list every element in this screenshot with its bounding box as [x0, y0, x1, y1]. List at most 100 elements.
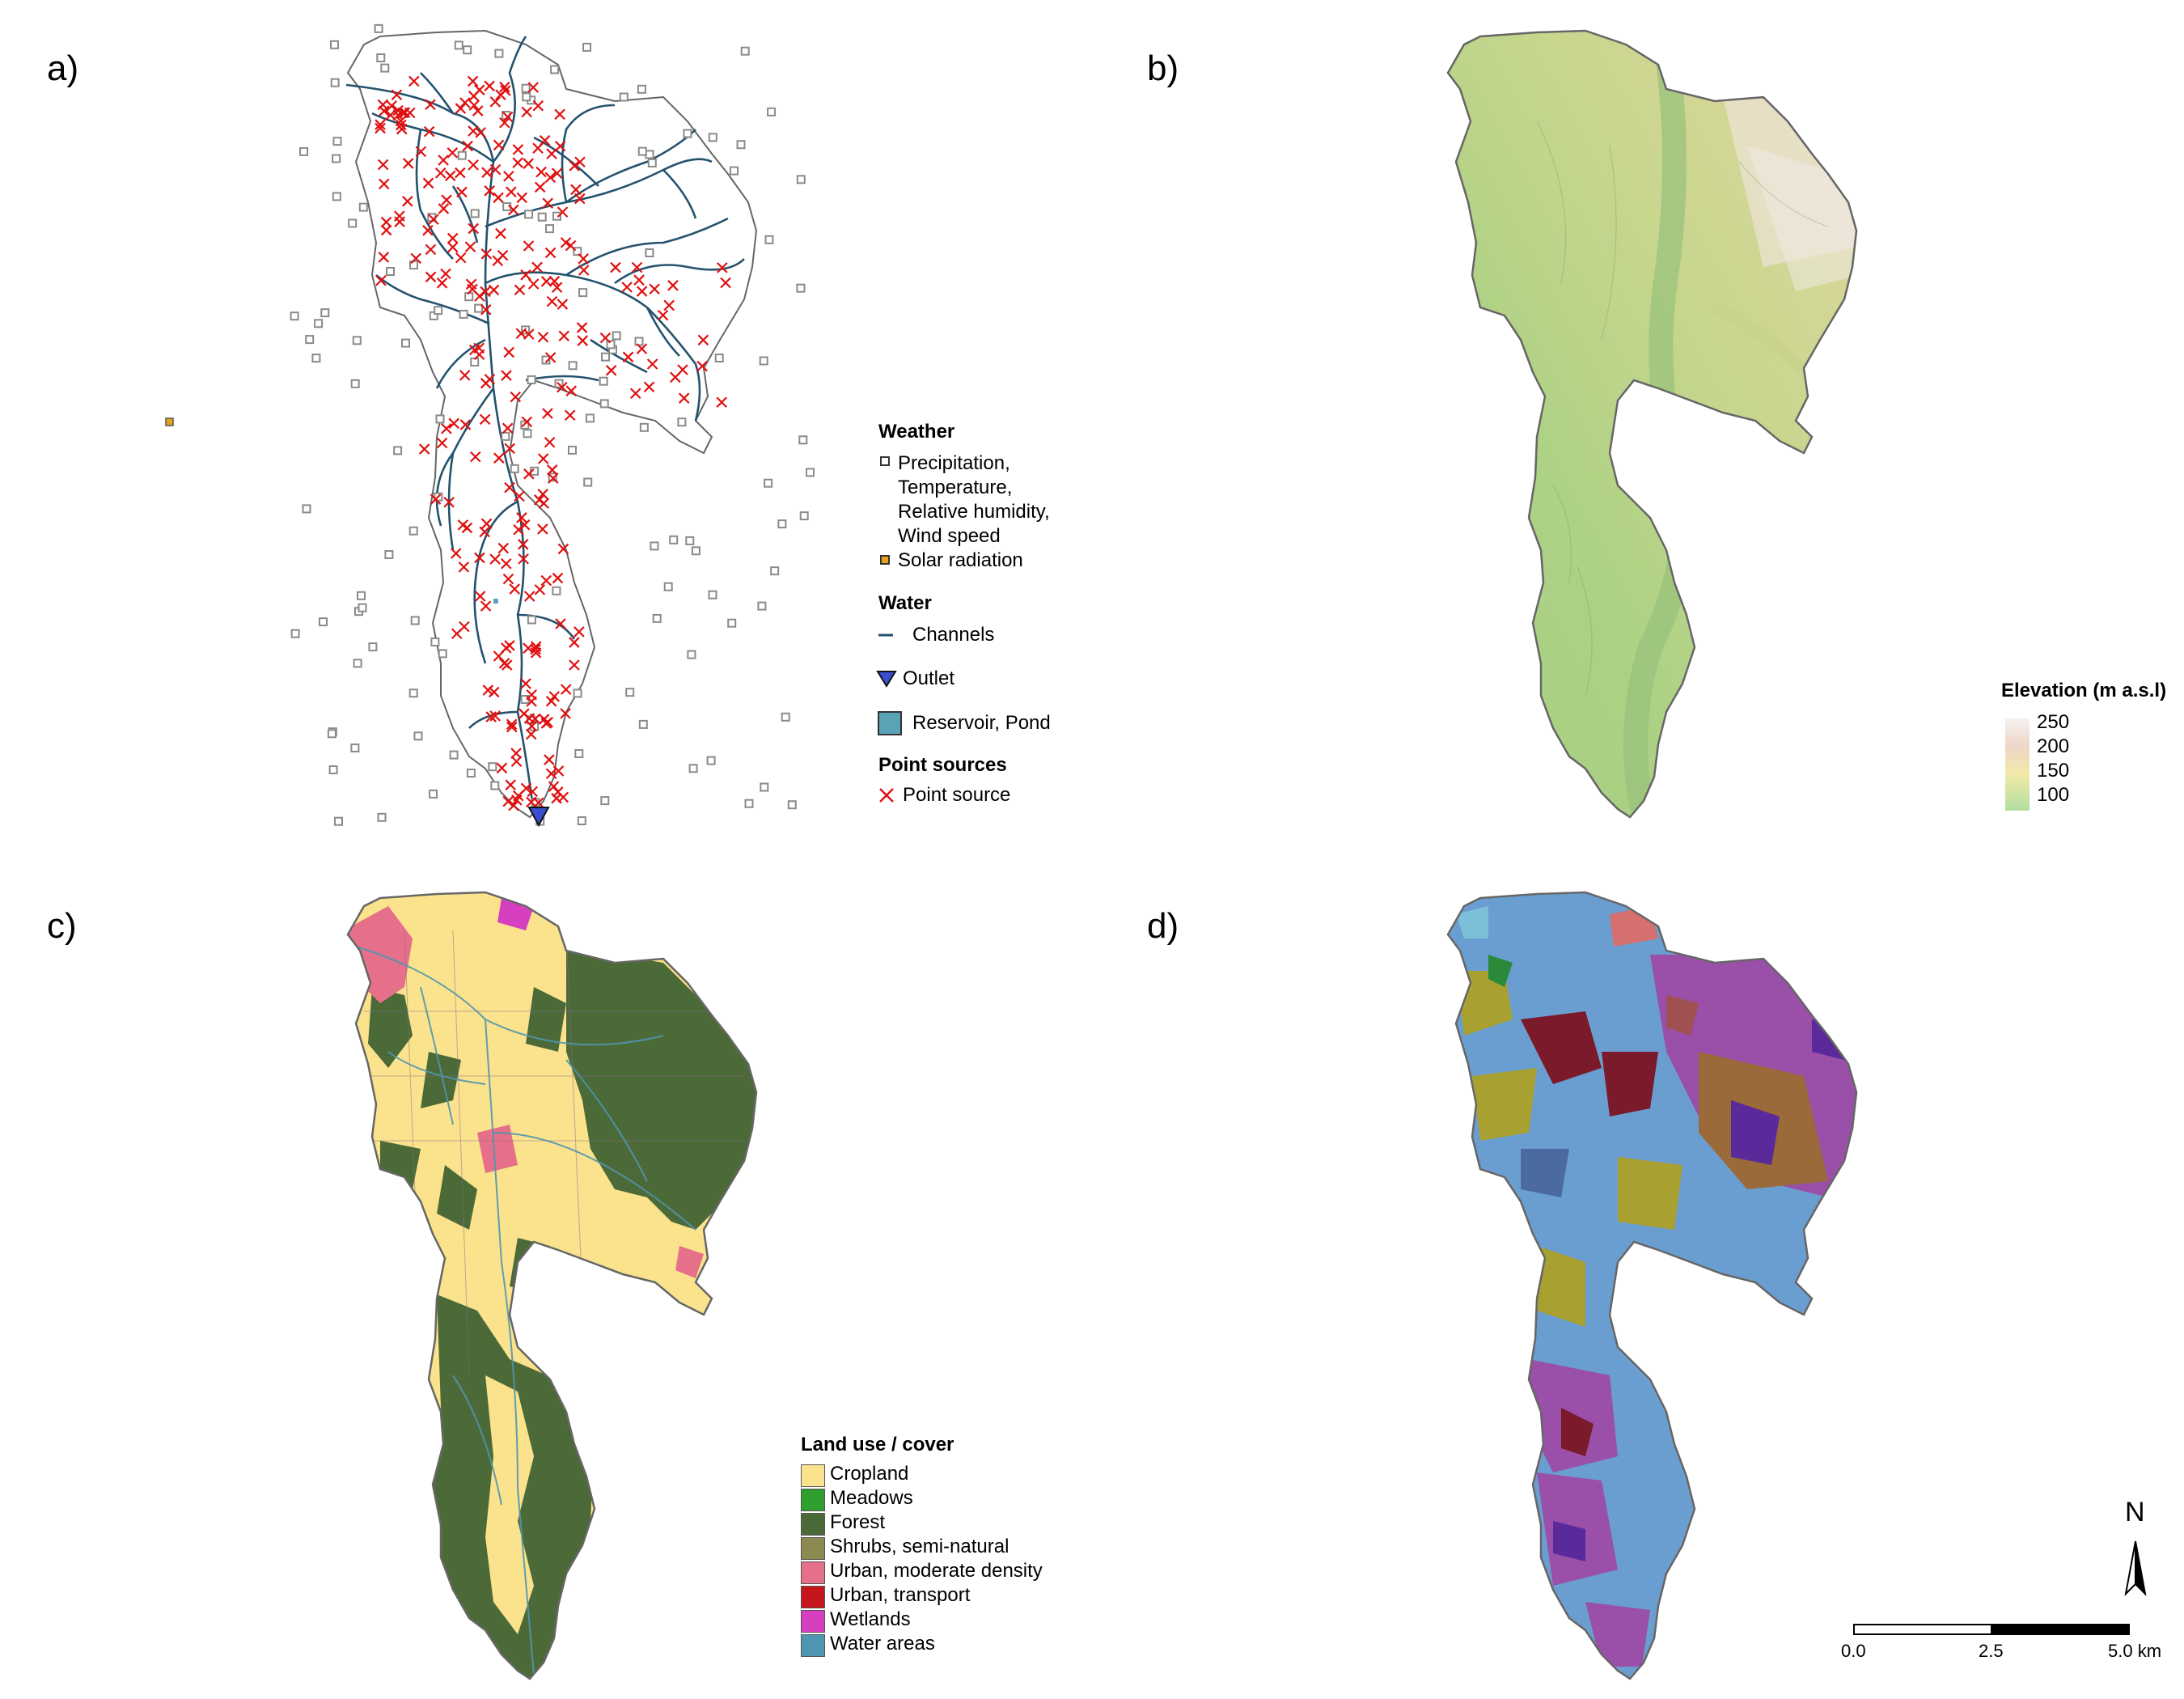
legend-outlet-symbol	[876, 671, 897, 688]
point-source-marker	[622, 351, 634, 363]
point-source-marker	[502, 795, 514, 807]
point-source-marker	[605, 365, 617, 376]
weather-station-marker	[454, 40, 463, 50]
weather-station-marker	[599, 399, 609, 409]
point-source-marker	[527, 82, 540, 93]
weather-station-marker	[386, 267, 395, 276]
weather-station-marker	[320, 308, 330, 318]
legend-landuse-label: Urban, transport	[830, 1584, 971, 1606]
point-source-marker	[504, 640, 515, 651]
point-source-marker	[459, 97, 471, 108]
weather-station-marker	[522, 92, 531, 102]
point-source-marker	[569, 637, 580, 648]
panel-b-elevation-map	[1448, 31, 1856, 817]
legend-weather-item-3: Wind speed	[898, 525, 1001, 547]
point-source-marker	[510, 756, 523, 767]
weather-station-marker	[305, 335, 315, 345]
point-source-marker	[564, 409, 576, 422]
point-source-marker	[375, 274, 387, 286]
point-source-marker	[551, 282, 563, 294]
channel-network	[345, 36, 745, 814]
point-source-marker	[481, 167, 493, 178]
point-source-marker	[540, 276, 552, 287]
point-source-marker	[537, 331, 549, 343]
point-source-marker	[499, 81, 510, 93]
point-source-marker	[444, 170, 456, 182]
point-source-marker	[557, 206, 569, 218]
point-source-marker	[518, 708, 530, 719]
weather-station-marker	[413, 731, 423, 741]
point-source-marker	[493, 139, 505, 151]
point-source-marker	[554, 108, 565, 121]
point-source-marker	[542, 408, 553, 419]
point-source-marker	[527, 278, 540, 290]
point-source-marker	[489, 96, 502, 108]
weather-station-marker	[600, 796, 610, 806]
elevation-colorbar	[2005, 718, 2030, 811]
point-source-marker	[472, 105, 484, 117]
panel-label-c: c)	[47, 906, 77, 946]
point-source-marker	[526, 688, 537, 701]
point-source-marker	[422, 225, 434, 236]
weather-station-marker	[401, 338, 410, 348]
legend-elevation-tick-250: 250	[2037, 711, 2070, 733]
weather-station-marker	[714, 354, 724, 362]
north-label: N	[2125, 1497, 2145, 1527]
point-source-marker	[649, 283, 660, 295]
legend-landuse-swatch	[801, 1586, 825, 1608]
legend-a-symbols	[876, 456, 902, 803]
weather-station-marker	[393, 446, 403, 455]
weather-station-marker	[767, 107, 777, 117]
point-source-marker	[535, 166, 547, 178]
point-source-marker	[544, 436, 556, 448]
weather-station-marker	[652, 613, 662, 623]
point-source-marker	[546, 464, 558, 476]
point-source-marker	[438, 155, 449, 166]
weather-station-marker	[552, 211, 561, 221]
point-source-marker	[459, 370, 471, 381]
weather-station-marker	[408, 688, 418, 698]
legend-outlet-label: Outlet	[903, 667, 955, 689]
point-source-marker	[643, 381, 655, 393]
weather-station-marker	[334, 816, 343, 826]
point-source-marker	[560, 684, 572, 695]
point-source-marker	[396, 119, 407, 131]
weather-station-marker	[488, 762, 497, 772]
point-source-marker	[447, 232, 459, 244]
point-source-marker	[468, 159, 479, 171]
weather-station-marker	[568, 445, 577, 455]
weather-station-marker	[350, 744, 360, 752]
legend-elevation-tick-100: 100	[2037, 784, 2070, 806]
solar-station-marker	[165, 417, 174, 426]
legend-landuse-swatch	[801, 1610, 825, 1633]
weather-station-marker	[637, 84, 646, 94]
point-source-marker	[506, 186, 517, 197]
point-source-marker	[557, 543, 569, 555]
weather-station-marker	[290, 629, 300, 638]
weather-station-marker	[770, 566, 780, 576]
point-source-marker	[489, 710, 501, 722]
point-source-marker	[696, 360, 708, 372]
point-source-marker	[521, 106, 532, 118]
weather-station-marker	[550, 65, 560, 74]
weather-station-marker	[521, 83, 531, 93]
point-source-marker	[631, 261, 643, 273]
point-source-marker	[423, 125, 435, 138]
point-source-marker	[636, 343, 648, 354]
legend-weather-item-0: Precipitation,	[898, 452, 1010, 474]
point-source-marker	[415, 146, 427, 158]
weather-station-marker	[574, 749, 584, 758]
weather-station-marker	[573, 247, 582, 256]
panel-label-a: a)	[47, 49, 79, 88]
weather-station-marker	[764, 478, 773, 488]
point-source-marker	[530, 647, 542, 659]
weather-station-marker	[429, 789, 438, 799]
point-source-marker	[514, 490, 525, 502]
point-source-marker	[484, 80, 495, 92]
weather-station-marker	[583, 477, 593, 487]
point-source-marker	[532, 142, 544, 154]
scale-tick-5-0: 5.0 km	[2108, 1641, 2162, 1661]
point-source-marker	[380, 224, 392, 236]
point-source-marker	[523, 240, 535, 252]
weather-station-marker	[353, 659, 362, 668]
